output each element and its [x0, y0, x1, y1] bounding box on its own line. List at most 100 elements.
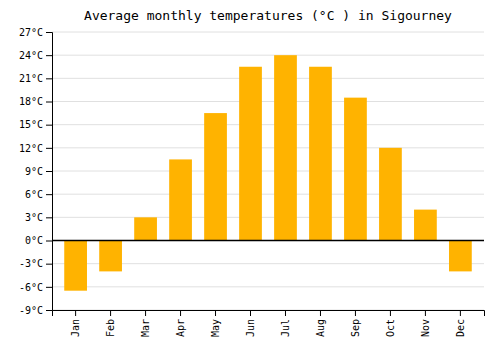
grid-line: [52, 101, 484, 102]
tick: Jul: [280, 310, 291, 337]
x-axis: Jan Feb Mar Apr May Jun Jul Aug Sep Oct Nov Dec: [53, 310, 485, 337]
bars: [64, 55, 472, 291]
tick: 6°C: [25, 189, 52, 200]
tick-mark: [320, 310, 321, 316]
tick-mark: [46, 241, 52, 242]
tick-mark: [46, 78, 52, 79]
tick-label: May: [210, 319, 221, 337]
tick-mark: [46, 217, 52, 218]
tick-mark: [75, 310, 76, 316]
grid-line: [52, 32, 484, 33]
tick-label: Feb: [105, 319, 116, 337]
tick: 0°C: [25, 235, 52, 246]
tick-label: 9°C: [25, 166, 43, 177]
tick: Apr: [175, 310, 186, 337]
tick: Jan: [70, 310, 81, 337]
tick-mark: [110, 310, 111, 316]
tick: Nov: [420, 310, 431, 337]
bar: [344, 98, 367, 241]
tick-mark: [46, 32, 52, 33]
tick: 24°C: [19, 50, 52, 61]
tick: Feb: [105, 310, 116, 337]
tick-label: -6°C: [19, 282, 43, 293]
tick-label: Apr: [175, 319, 186, 337]
bar: [169, 159, 192, 240]
tick: Mar: [140, 310, 151, 337]
grid-line: [52, 147, 484, 148]
plot: -9°C -6°C -3°C 0°C 3°C 6°C 9°C 12°C 15°C 18°C 21°C…: [19, 27, 485, 337]
bar: [274, 55, 297, 240]
tick-mark: [46, 102, 52, 103]
bar: [64, 241, 87, 291]
tick-mark: [46, 264, 52, 265]
tick-mark: [250, 310, 251, 316]
tick: 3°C: [25, 212, 52, 223]
tick-mark: [46, 194, 52, 195]
tick: Dec: [455, 310, 466, 337]
tick: 12°C: [19, 143, 52, 154]
y-axis: -9°C -6°C -3°C 0°C 3°C 6°C 9°C 12°C 15°C 18°C 21°C…: [19, 27, 53, 316]
tick: May: [210, 310, 221, 337]
grid-line: [52, 194, 484, 195]
tick-label: 6°C: [25, 189, 43, 200]
grid-line: [52, 286, 484, 287]
tick-label: 12°C: [19, 143, 43, 154]
tick: -3°C: [19, 258, 52, 269]
chart: -9°C -6°C -3°C 0°C 3°C 6°C 9°C 12°C 15°C 18°C 21°C…: [0, 0, 500, 350]
bar: [204, 113, 227, 240]
tick-label: 18°C: [19, 96, 43, 107]
tick-label: Nov: [420, 319, 431, 337]
grid: [52, 32, 484, 310]
tick-label: Jan: [70, 319, 81, 337]
tick-label: Mar: [140, 319, 151, 337]
bar: [239, 67, 262, 241]
tick-mark: [46, 287, 52, 288]
tick-label: 0°C: [25, 235, 43, 246]
bar: [309, 67, 332, 241]
tick: -9°C: [19, 305, 52, 316]
tick-mark: [215, 310, 216, 316]
tick: Jun: [245, 310, 256, 337]
bar: [99, 241, 122, 272]
tick-label: -9°C: [19, 305, 43, 316]
bar: [379, 148, 402, 241]
axis-line: [46, 33, 53, 311]
tick-mark: [390, 310, 391, 316]
tick-mark: [145, 310, 146, 316]
tick-mark: [46, 171, 52, 172]
zero-line: [52, 240, 484, 242]
tick-label: 15°C: [19, 119, 43, 130]
grid-line: [52, 55, 484, 56]
tick-mark: [425, 310, 426, 316]
title: Average monthly temperatures (°C ) in Si…: [84, 8, 452, 23]
tick: 18°C: [19, 96, 52, 107]
bar: [449, 241, 472, 272]
tick-label: Oct: [385, 319, 396, 337]
tick-label: 24°C: [19, 50, 43, 61]
tick-mark: [46, 55, 52, 56]
tick: Aug: [315, 310, 326, 337]
tick: 9°C: [25, 166, 52, 177]
tick-mark: [285, 310, 286, 316]
tick-mark: [46, 148, 52, 149]
tick: 27°C: [19, 27, 52, 38]
grid-line: [52, 171, 484, 172]
tick-label: Jul: [280, 319, 291, 337]
tick-label: Aug: [315, 319, 326, 337]
axis-line: [53, 311, 485, 317]
tick-mark: [355, 310, 356, 316]
grid-line: [52, 78, 484, 79]
tick-label: Dec: [455, 319, 466, 337]
tick-mark: [180, 310, 181, 316]
tick-mark: [460, 310, 461, 316]
tick-label: -3°C: [19, 258, 43, 269]
tick-label: 21°C: [19, 73, 43, 84]
tick-label: 27°C: [19, 27, 43, 38]
bar: [414, 210, 437, 241]
tick-label: Sep: [350, 319, 361, 337]
grid-line: [52, 240, 484, 241]
tick-label: 3°C: [25, 212, 43, 223]
tick: -6°C: [19, 282, 52, 293]
tick: 15°C: [19, 119, 52, 130]
grid-line: [52, 124, 484, 125]
